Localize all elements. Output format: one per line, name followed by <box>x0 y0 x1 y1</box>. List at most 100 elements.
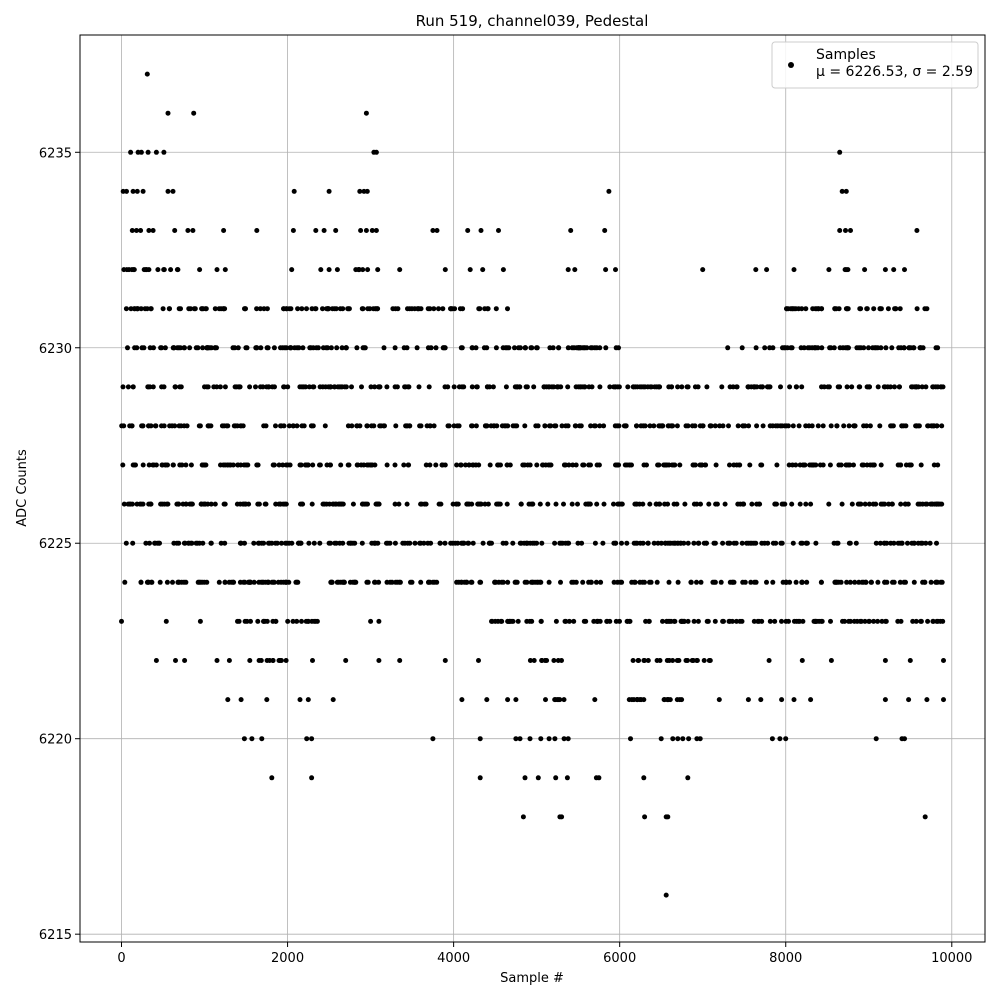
data-point <box>421 540 427 546</box>
data-point <box>258 345 264 351</box>
data-point <box>518 540 524 546</box>
data-point <box>178 423 184 429</box>
data-point <box>764 579 769 585</box>
y-tick-label: 6235 <box>39 146 72 161</box>
data-point <box>442 384 448 390</box>
data-point <box>503 540 509 546</box>
data-point <box>592 423 598 429</box>
data-point <box>522 345 528 351</box>
data-point <box>454 462 460 468</box>
data-point <box>285 384 291 390</box>
data-point <box>128 149 134 155</box>
data-point <box>779 618 784 624</box>
data-point <box>188 462 194 468</box>
data-point <box>235 462 241 468</box>
data-point <box>749 501 755 507</box>
data-point <box>843 462 849 468</box>
data-point <box>759 384 765 390</box>
data-point <box>517 736 523 742</box>
data-point <box>490 384 496 390</box>
data-point <box>697 736 703 742</box>
data-point <box>867 423 873 429</box>
data-point <box>789 501 795 507</box>
data-point <box>923 501 929 507</box>
data-point <box>377 423 383 429</box>
data-point <box>512 345 517 351</box>
data-point <box>475 501 481 507</box>
data-point <box>170 579 175 585</box>
data-point <box>183 462 189 468</box>
data-point <box>911 345 917 351</box>
data-point <box>147 345 153 351</box>
data-point <box>186 306 192 312</box>
data-point <box>535 775 541 781</box>
data-point <box>834 540 840 546</box>
data-point <box>134 188 140 194</box>
data-point <box>283 501 289 507</box>
data-point <box>318 267 324 273</box>
data-point <box>395 306 401 312</box>
data-point <box>480 540 486 546</box>
data-point <box>373 306 379 312</box>
data-point <box>793 306 799 312</box>
data-point <box>353 579 359 585</box>
data-point <box>571 618 577 624</box>
data-point <box>888 423 894 429</box>
data-point <box>228 462 234 468</box>
data-point <box>302 462 308 468</box>
data-point <box>854 618 860 624</box>
data-point <box>128 306 134 312</box>
data-point <box>157 579 163 585</box>
data-point <box>280 462 286 468</box>
data-point <box>397 658 403 663</box>
data-point <box>851 462 856 468</box>
data-point <box>283 306 289 312</box>
data-point <box>597 345 603 351</box>
data-point <box>145 149 151 155</box>
data-point <box>359 540 365 546</box>
data-point <box>506 618 512 624</box>
data-point <box>577 423 583 429</box>
data-point <box>404 501 410 507</box>
data-point <box>666 579 672 585</box>
data-point <box>759 618 765 624</box>
data-point <box>510 618 516 624</box>
data-point <box>836 306 842 312</box>
data-point <box>935 462 941 468</box>
data-point <box>826 267 832 273</box>
data-point <box>643 618 649 624</box>
data-point <box>858 501 864 507</box>
data-point <box>871 462 877 468</box>
data-point <box>565 540 571 546</box>
data-point <box>756 501 762 507</box>
data-point <box>641 658 647 663</box>
data-point <box>866 618 872 624</box>
data-point <box>368 384 374 390</box>
data-point <box>565 423 571 429</box>
data-point <box>595 618 601 624</box>
data-point <box>161 267 167 273</box>
legend-box <box>771 41 979 89</box>
data-point <box>696 540 702 546</box>
data-point <box>797 501 803 507</box>
data-point <box>317 540 323 546</box>
data-point <box>526 501 532 507</box>
data-point <box>153 462 159 468</box>
data-point <box>575 501 580 507</box>
data-point <box>555 697 561 703</box>
data-point <box>553 501 559 507</box>
data-point <box>484 384 490 390</box>
data-point <box>369 228 375 233</box>
data-point <box>359 384 364 390</box>
data-point <box>204 384 210 390</box>
data-point <box>935 618 941 624</box>
data-point <box>537 501 543 507</box>
data-point <box>158 501 164 507</box>
data-point <box>150 228 156 233</box>
data-point <box>651 423 657 429</box>
data-point <box>208 540 214 546</box>
data-point <box>601 423 607 429</box>
data-point <box>197 267 203 273</box>
data-point <box>333 306 339 312</box>
